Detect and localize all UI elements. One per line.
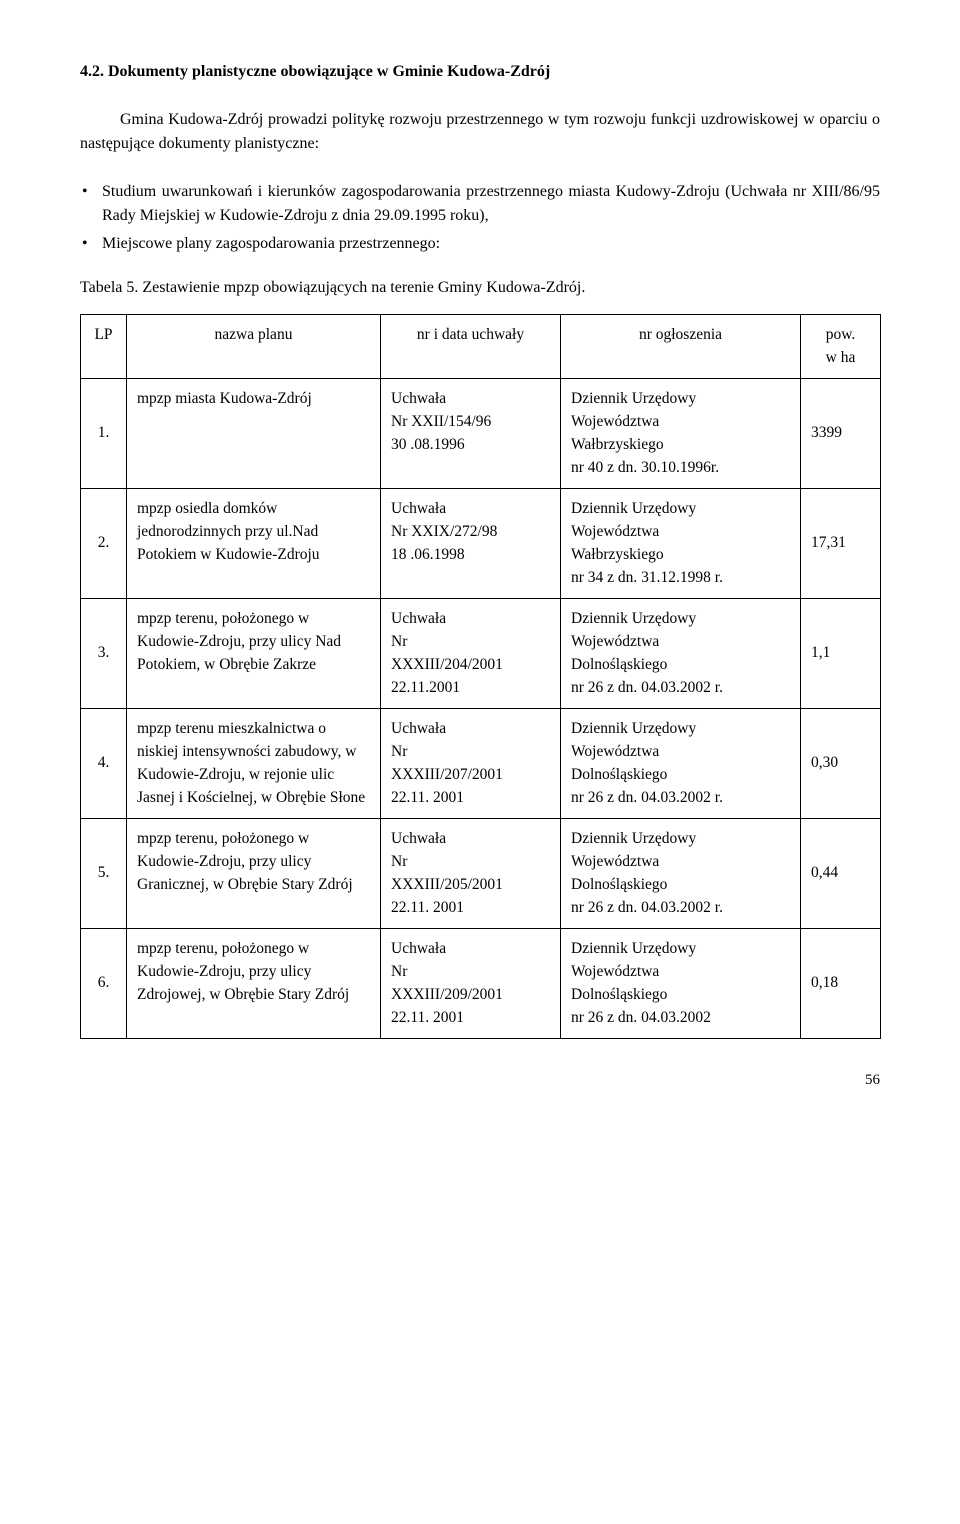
list-item: Studium uwarunkowań i kierunków zagospod… <box>80 180 880 228</box>
intro-text: Gmina Kudowa-Zdrój prowadzi politykę roz… <box>80 111 880 152</box>
cell-area: 1,1 <box>801 598 881 708</box>
cell-res: UchwałaNrXXXIII/205/200122.11. 2001 <box>381 818 561 928</box>
cell-ann: Dziennik UrzędowyWojewództwaWałbrzyskieg… <box>561 488 801 598</box>
cell-area: 0,30 <box>801 708 881 818</box>
list-item: Miejscowe plany zagospodarowania przestr… <box>80 232 880 256</box>
col-area: pow.w ha <box>801 315 881 379</box>
cell-name: mpzp terenu mieszkalnictwa o niskiej int… <box>127 708 381 818</box>
mpzp-table: LP nazwa planu nr i data uchwały nr ogło… <box>80 314 881 1039</box>
cell-ann: Dziennik UrzędowyWojewództwaDolnośląskie… <box>561 598 801 708</box>
table-caption: Tabela 5. Zestawienie mpzp obowiązującyc… <box>80 276 880 300</box>
table-row: 2. mpzp osiedla domków jednorodzinnych p… <box>81 488 881 598</box>
table-row: 5. mpzp terenu, położonego w Kudowie-Zdr… <box>81 818 881 928</box>
page-number: 56 <box>80 1069 880 1092</box>
cell-name: mpzp osiedla domków jednorodzinnych przy… <box>127 488 381 598</box>
cell-area: 0,44 <box>801 818 881 928</box>
col-ann: nr ogłoszenia <box>561 315 801 379</box>
cell-area: 0,18 <box>801 928 881 1038</box>
table-row: 6. mpzp terenu, położonego w Kudowie-Zdr… <box>81 928 881 1038</box>
cell-lp: 2. <box>81 488 127 598</box>
cell-ann: Dziennik UrzędowyWojewództwaWałbrzyskieg… <box>561 378 801 488</box>
col-res: nr i data uchwały <box>381 315 561 379</box>
intro-paragraph: Gmina Kudowa-Zdrój prowadzi politykę roz… <box>80 108 880 156</box>
col-name: nazwa planu <box>127 315 381 379</box>
section-heading: 4.2. Dokumenty planistyczne obowiązujące… <box>80 60 880 84</box>
cell-name: mpzp terenu, położonego w Kudowie-Zdroju… <box>127 598 381 708</box>
cell-lp: 1. <box>81 378 127 488</box>
cell-area: 3399 <box>801 378 881 488</box>
cell-ann: Dziennik UrzędowyWojewództwaDolnośląskie… <box>561 928 801 1038</box>
cell-name: mpzp miasta Kudowa-Zdrój <box>127 378 381 488</box>
table-row: 3. mpzp terenu, położonego w Kudowie-Zdr… <box>81 598 881 708</box>
bullet-list: Studium uwarunkowań i kierunków zagospod… <box>80 180 880 256</box>
cell-area: 17,31 <box>801 488 881 598</box>
table-body: 1. mpzp miasta Kudowa-Zdrój UchwałaNr XX… <box>81 378 881 1038</box>
cell-name: mpzp terenu, położonego w Kudowie-Zdroju… <box>127 928 381 1038</box>
cell-lp: 4. <box>81 708 127 818</box>
cell-ann: Dziennik UrzędowyWojewództwaDolnośląskie… <box>561 708 801 818</box>
cell-res: UchwałaNr XXII/154/9630 .08.1996 <box>381 378 561 488</box>
cell-res: UchwałaNrXXXIII/207/200122.11. 2001 <box>381 708 561 818</box>
cell-lp: 5. <box>81 818 127 928</box>
table-header-row: LP nazwa planu nr i data uchwały nr ogło… <box>81 315 881 379</box>
table-row: 1. mpzp miasta Kudowa-Zdrój UchwałaNr XX… <box>81 378 881 488</box>
table-row: 4. mpzp terenu mieszkalnictwa o niskiej … <box>81 708 881 818</box>
cell-name: mpzp terenu, położonego w Kudowie-Zdroju… <box>127 818 381 928</box>
cell-lp: 3. <box>81 598 127 708</box>
cell-res: UchwałaNr XXIX/272/9818 .06.1998 <box>381 488 561 598</box>
cell-ann: Dziennik UrzędowyWojewództwaDolnośląskie… <box>561 818 801 928</box>
cell-lp: 6. <box>81 928 127 1038</box>
col-lp: LP <box>81 315 127 379</box>
cell-res: UchwałaNrXXXIII/209/200122.11. 2001 <box>381 928 561 1038</box>
cell-res: UchwałaNrXXXIII/204/200122.11.2001 <box>381 598 561 708</box>
